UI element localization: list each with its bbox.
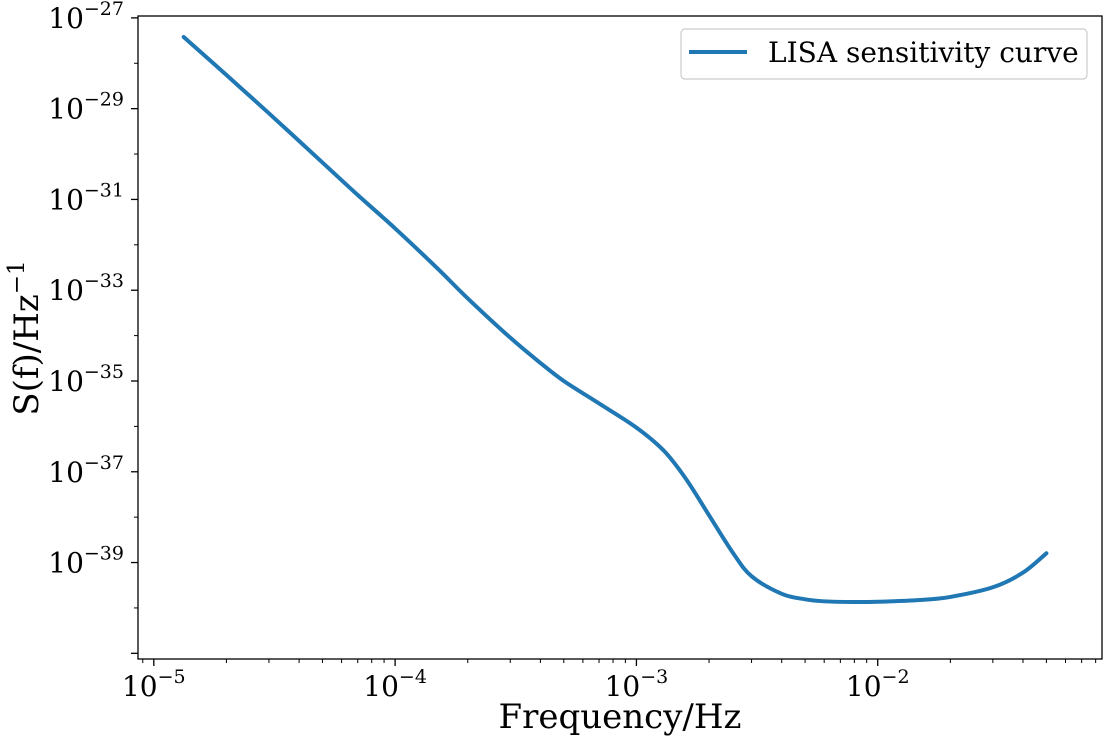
y-tick-label: 10−31 xyxy=(48,179,124,216)
y-tick-label: 10−27 xyxy=(48,0,124,35)
x-tick-label: 10−4 xyxy=(363,666,427,703)
y-tick-label: 10−37 xyxy=(48,452,124,489)
y-axis-ticks: 10−27 10−29 10−31 10−33 10−35 10−37 10−39 xyxy=(48,0,138,654)
legend: LISA sensitivity curve xyxy=(680,28,1088,80)
x-axis-label: Frequency/Hz xyxy=(499,697,742,737)
series-line-lisa-sensitivity-curve xyxy=(181,34,1049,605)
y-tick-label: 10−35 xyxy=(48,361,124,398)
y-tick-label: 10−39 xyxy=(48,543,124,580)
x-axis-ticks: 10−5 10−4 10−3 10−2 xyxy=(122,659,1097,703)
y-tick-label: 10−29 xyxy=(48,89,124,126)
y-tick-label: 10−33 xyxy=(48,270,124,307)
x-tick-label: 10−5 xyxy=(122,666,186,703)
x-tick-label: 10−2 xyxy=(846,666,910,703)
legend-box xyxy=(680,28,1088,80)
x-tick-label: 10−3 xyxy=(605,666,669,703)
legend-label: LISA sensitivity curve xyxy=(768,36,1079,69)
y-axis-label: S(f)/Hz−1 xyxy=(4,260,47,415)
plot-frame xyxy=(137,15,1103,660)
